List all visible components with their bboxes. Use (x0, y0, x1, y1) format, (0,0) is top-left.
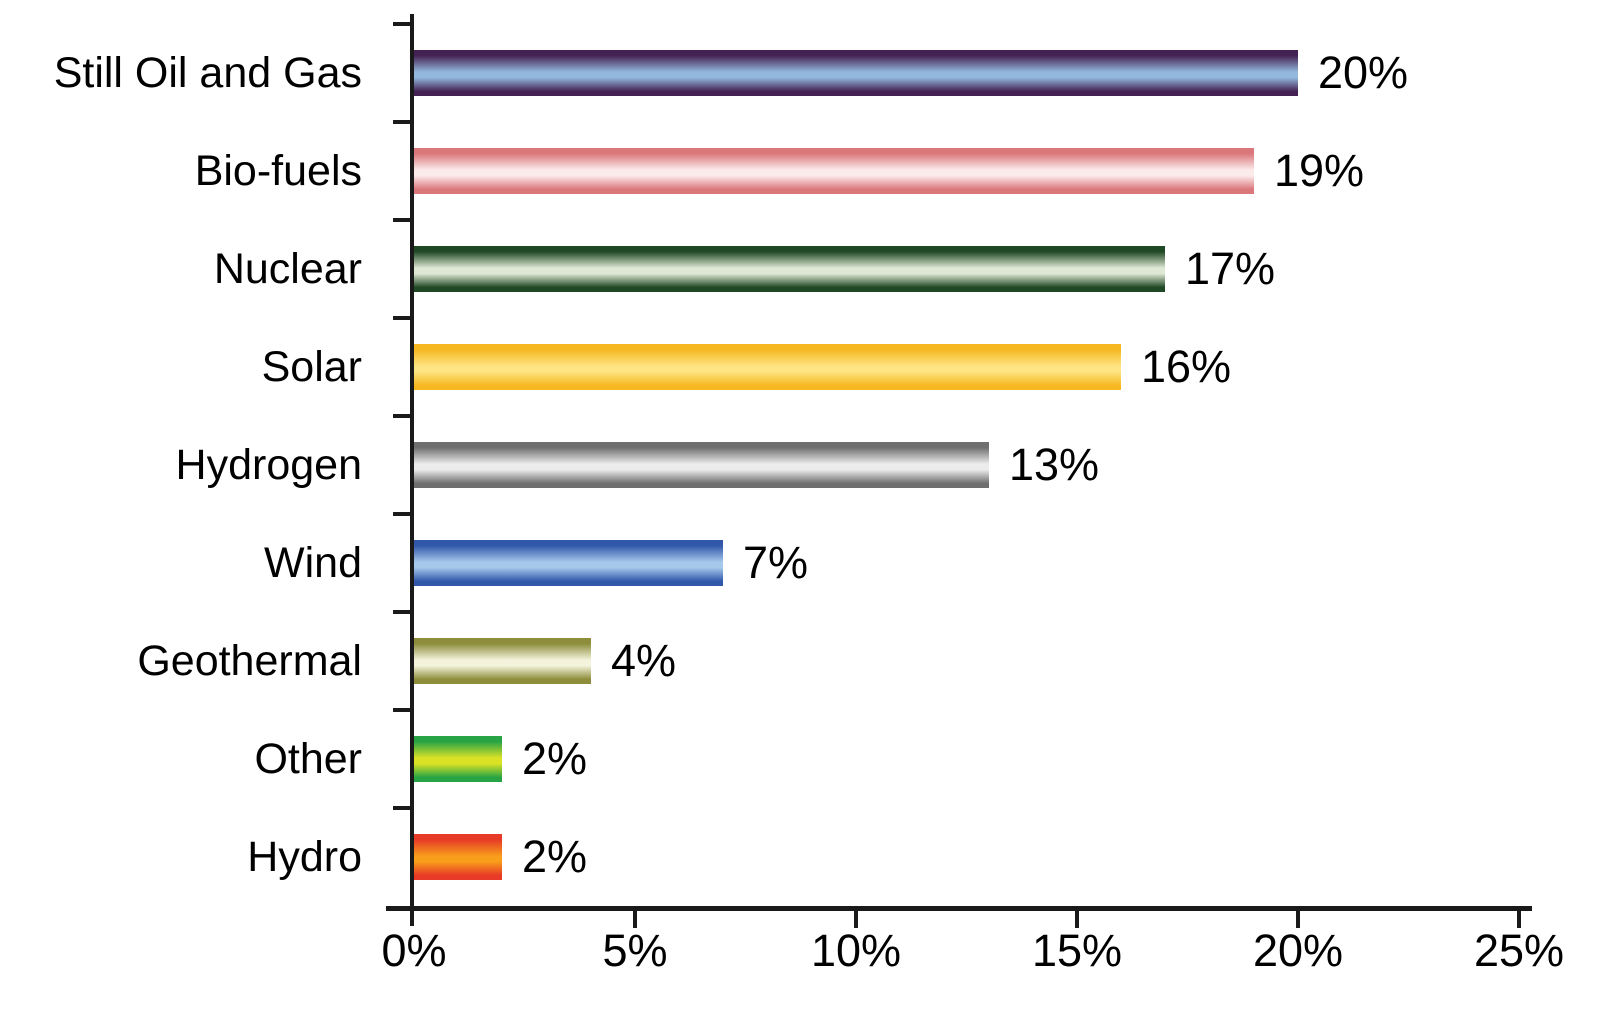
bar-hydrogen (414, 442, 989, 488)
y-axis-tick (393, 708, 412, 712)
bar-wind (414, 540, 723, 586)
y-axis-tick (393, 22, 412, 26)
value-label-still-oil-and-gas: 20% (1318, 47, 1409, 98)
y-axis-tick (393, 806, 412, 810)
value-label-hydrogen: 13% (1009, 439, 1100, 490)
x-tick-label-0: 0% (381, 925, 447, 976)
bar-still-oil-and-gas (414, 50, 1298, 96)
category-label-still-oil-and-gas: Still Oil and Gas (53, 49, 362, 97)
x-axis-tick (1296, 911, 1300, 928)
category-label-wind: Wind (264, 539, 362, 587)
y-axis-tick (393, 218, 412, 222)
value-label-bio-fuels: 19% (1274, 145, 1365, 196)
value-label-nuclear: 17% (1185, 243, 1276, 294)
value-label-other: 2% (522, 733, 588, 784)
x-axis-tick (1517, 911, 1521, 928)
x-tick-label-25: 25% (1473, 925, 1565, 976)
value-label-hydro: 2% (522, 831, 588, 882)
bar-bio-fuels (414, 148, 1254, 194)
bar-other (414, 736, 502, 782)
x-tick-label-15: 15% (1031, 925, 1123, 976)
y-axis-line (410, 14, 414, 926)
x-axis-line (386, 906, 1532, 911)
category-label-other: Other (254, 735, 362, 783)
x-axis-tick (854, 911, 858, 928)
bar-geothermal (414, 638, 591, 684)
y-axis-tick (393, 120, 412, 124)
x-tick-label-10: 10% (810, 925, 902, 976)
x-tick-label-20: 20% (1252, 925, 1344, 976)
y-axis-tick (393, 512, 412, 516)
value-label-solar: 16% (1141, 341, 1232, 392)
category-label-bio-fuels: Bio-fuels (194, 147, 362, 195)
bar-hydro (414, 834, 502, 880)
value-label-wind: 7% (743, 537, 809, 588)
y-axis-tick (393, 414, 412, 418)
y-axis-tick (393, 316, 412, 320)
category-label-hydro: Hydro (247, 833, 362, 881)
category-label-solar: Solar (261, 343, 362, 391)
x-tick-label-5: 5% (602, 925, 668, 976)
y-axis-tick (393, 610, 412, 614)
bar-nuclear (414, 246, 1165, 292)
value-label-geothermal: 4% (611, 635, 677, 686)
category-label-hydrogen: Hydrogen (175, 441, 362, 489)
category-label-geothermal: Geothermal (137, 637, 362, 685)
x-axis-tick (1075, 911, 1079, 928)
category-label-nuclear: Nuclear (213, 245, 362, 293)
bar-solar (414, 344, 1121, 390)
x-axis-tick (633, 911, 637, 928)
